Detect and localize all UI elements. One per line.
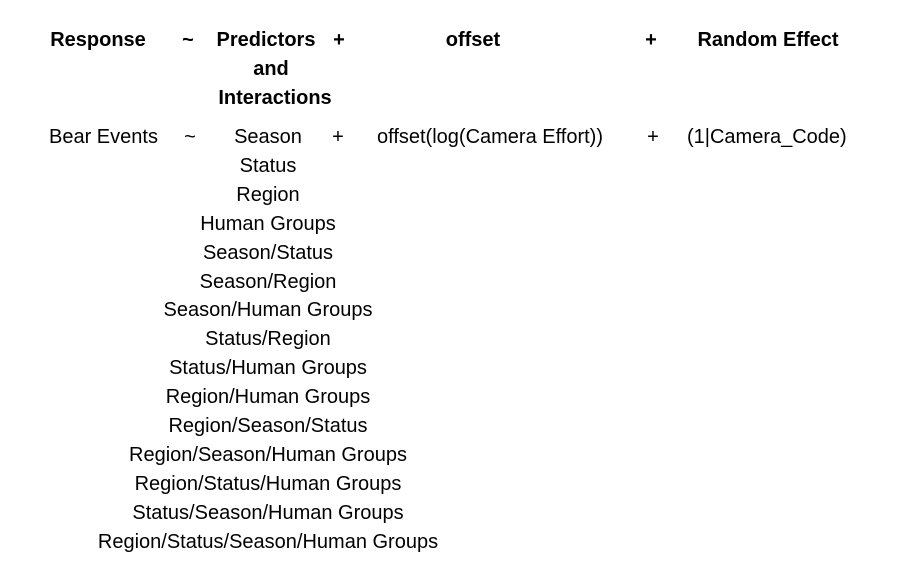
header-tilde: ~	[182, 29, 194, 51]
predictor-item: Region/Season/Status	[168, 415, 368, 438]
predictor-item: Region/Season/Human Groups	[129, 443, 407, 466]
predictor-item: Region/Status/Human Groups	[134, 472, 402, 495]
header-interactions: Interactions	[218, 87, 332, 109]
predictor-list: Season Status Region Human Groups Season…	[62, 123, 474, 557]
predictor-item: Human Groups	[200, 212, 336, 235]
plus-symbol-2: +	[647, 126, 659, 148]
response-value: Bear Events	[49, 126, 158, 148]
predictor-item: Status	[239, 154, 297, 177]
offset-value: offset(log(Camera Effort))	[377, 126, 604, 148]
header-predictors: Predictors	[216, 29, 316, 51]
predictor-item: Region/Status/Season/Human Groups	[97, 530, 439, 553]
predictor-item: Status/Human Groups	[169, 357, 367, 380]
random-effect-value: (1|Camera_Code)	[687, 126, 847, 148]
header-offset: offset	[445, 29, 501, 51]
predictor-item: Season/Status	[202, 241, 334, 264]
header-random-effect: Random Effect	[697, 29, 839, 51]
header-response: Response	[50, 29, 146, 51]
predictor-item: Status/Region	[205, 328, 331, 351]
tilde-symbol: ~	[184, 126, 196, 148]
predictor-item: Status/Season/Human Groups	[132, 501, 404, 524]
header-and: and	[253, 58, 289, 80]
predictor-item: Season/Region	[199, 270, 337, 293]
predictor-item: Region/Human Groups	[165, 386, 371, 409]
plus-symbol-1: +	[332, 126, 344, 148]
predictor-item: Season/Human Groups	[163, 299, 373, 322]
predictor-item: Season	[234, 126, 302, 148]
header-plus-2: +	[645, 29, 657, 51]
header-plus-1: +	[333, 29, 345, 51]
predictor-item: Region	[236, 183, 300, 206]
